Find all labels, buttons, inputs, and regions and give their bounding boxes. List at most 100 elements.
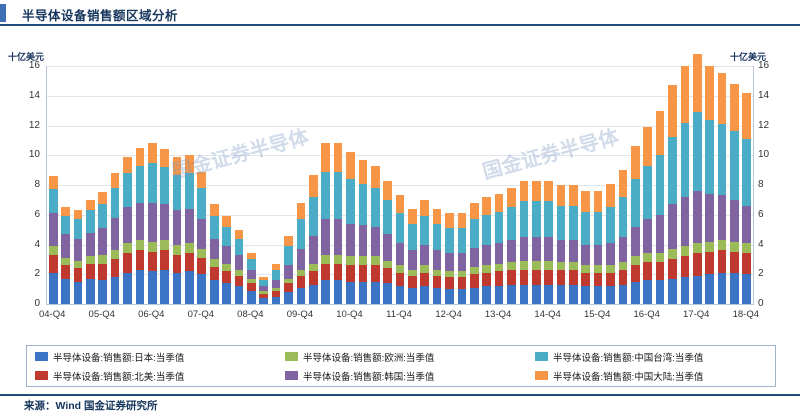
bar-segment	[730, 199, 739, 242]
gridline	[47, 66, 753, 67]
bar-segment	[370, 187, 380, 227]
bar-column	[569, 185, 578, 304]
bar-column	[717, 73, 727, 304]
bar-segment	[420, 265, 430, 273]
bar-segment	[593, 286, 603, 304]
bar-segment	[358, 265, 368, 282]
bar-segment	[259, 277, 269, 281]
bar-segment	[668, 204, 677, 249]
bar-segment	[259, 280, 269, 287]
bar-segment	[692, 243, 702, 254]
gridline	[47, 185, 753, 186]
bar-segment	[618, 269, 628, 285]
bar-column	[358, 159, 368, 304]
bar-segment	[519, 237, 529, 261]
bar-segment	[73, 260, 83, 269]
title-divider	[0, 24, 800, 26]
bar-segment	[531, 180, 541, 202]
bar-segment	[234, 275, 244, 287]
x-axis-tick-label: 13-Q4	[484, 309, 512, 320]
bar-segment	[209, 204, 219, 217]
bar-segment	[519, 260, 529, 270]
bar-segment	[395, 272, 405, 287]
bar-segment	[358, 225, 368, 257]
bar-segment	[123, 156, 132, 174]
bar-segment	[135, 269, 145, 304]
bar-column	[655, 110, 665, 304]
bar-segment	[185, 155, 194, 174]
bar-column	[185, 155, 194, 304]
bar-segment	[296, 249, 306, 270]
bar-segment	[432, 269, 442, 276]
bar-segment	[692, 275, 702, 304]
bar-segment	[618, 196, 628, 238]
bar-segment	[284, 265, 293, 279]
bar-segment	[581, 244, 591, 266]
bar-column	[271, 263, 281, 304]
bar-segment	[581, 265, 591, 273]
bar-column	[593, 191, 603, 304]
bar-segment	[556, 205, 566, 241]
legend-item[interactable]: 半导体设备:销售额:欧洲:当季值	[285, 347, 434, 366]
bar-segment	[581, 286, 591, 304]
bar-segment	[284, 278, 293, 284]
bar-segment	[618, 262, 628, 270]
bar-segment	[494, 243, 504, 264]
bar-segment	[123, 207, 132, 244]
bar-segment	[147, 202, 157, 242]
y-axis-tick-label: 4	[758, 238, 764, 250]
bar-segment	[643, 219, 653, 254]
legend-item[interactable]: 半导体设备:销售额:日本:当季值	[35, 347, 184, 366]
bar-segment	[160, 167, 169, 205]
legend-swatch	[535, 371, 548, 380]
bar-segment	[222, 246, 231, 264]
bar-segment	[296, 275, 306, 288]
bar-segment	[222, 216, 231, 227]
x-axis-tick-label: 06-Q4	[138, 309, 165, 320]
legend-item[interactable]: 半导体设备:销售额:北美:当季值	[35, 366, 184, 385]
bar-segment	[717, 73, 727, 125]
legend-item[interactable]: 半导体设备:销售额:韩国:当季值	[285, 366, 434, 385]
bar-segment	[234, 238, 244, 255]
bar-segment	[222, 263, 231, 272]
bar-segment	[284, 283, 293, 293]
bar-segment	[630, 265, 640, 282]
bar-segment	[717, 250, 727, 273]
bar-segment	[692, 253, 702, 276]
legend-item[interactable]: 半导体设备:销售额:中国大陆:当季值	[535, 366, 703, 385]
bar-segment	[259, 290, 269, 294]
bar-segment	[692, 190, 702, 244]
bar-segment	[593, 265, 603, 273]
x-axis-tick-label: 05-Q4	[88, 309, 115, 320]
bar-segment	[160, 269, 169, 304]
bar-segment	[383, 234, 392, 261]
bar-segment	[408, 223, 417, 251]
bar-segment	[209, 259, 219, 267]
bar-segment	[556, 269, 566, 285]
legend-item[interactable]: 半导体设备:销售额:中国台湾:当季值	[535, 347, 703, 366]
bar-segment	[197, 171, 207, 188]
bar-segment	[284, 235, 293, 247]
bar-segment	[234, 229, 244, 239]
bar-segment	[606, 272, 615, 287]
bar-segment	[457, 253, 467, 272]
bar-segment	[482, 214, 492, 245]
bar-segment	[717, 272, 727, 304]
bar-segment	[48, 254, 58, 273]
bar-segment	[593, 191, 603, 212]
bar-segment	[655, 280, 665, 304]
bar-segment	[705, 119, 714, 194]
legend-label: 半导体设备:销售额:北美:当季值	[53, 371, 185, 383]
bar-segment	[445, 213, 454, 229]
bar-segment	[618, 237, 628, 263]
bar-column	[123, 156, 132, 304]
bar-segment	[234, 286, 244, 304]
y-axis-tick-label: 16	[758, 60, 770, 71]
bar-segment	[494, 193, 504, 212]
bar-segment	[358, 256, 368, 266]
bar-segment	[630, 281, 640, 304]
bar-column	[222, 216, 231, 304]
bar-segment	[507, 240, 516, 263]
source-note: 来源：Wind 国金证券研究所	[24, 400, 158, 412]
bar-segment	[717, 124, 727, 196]
